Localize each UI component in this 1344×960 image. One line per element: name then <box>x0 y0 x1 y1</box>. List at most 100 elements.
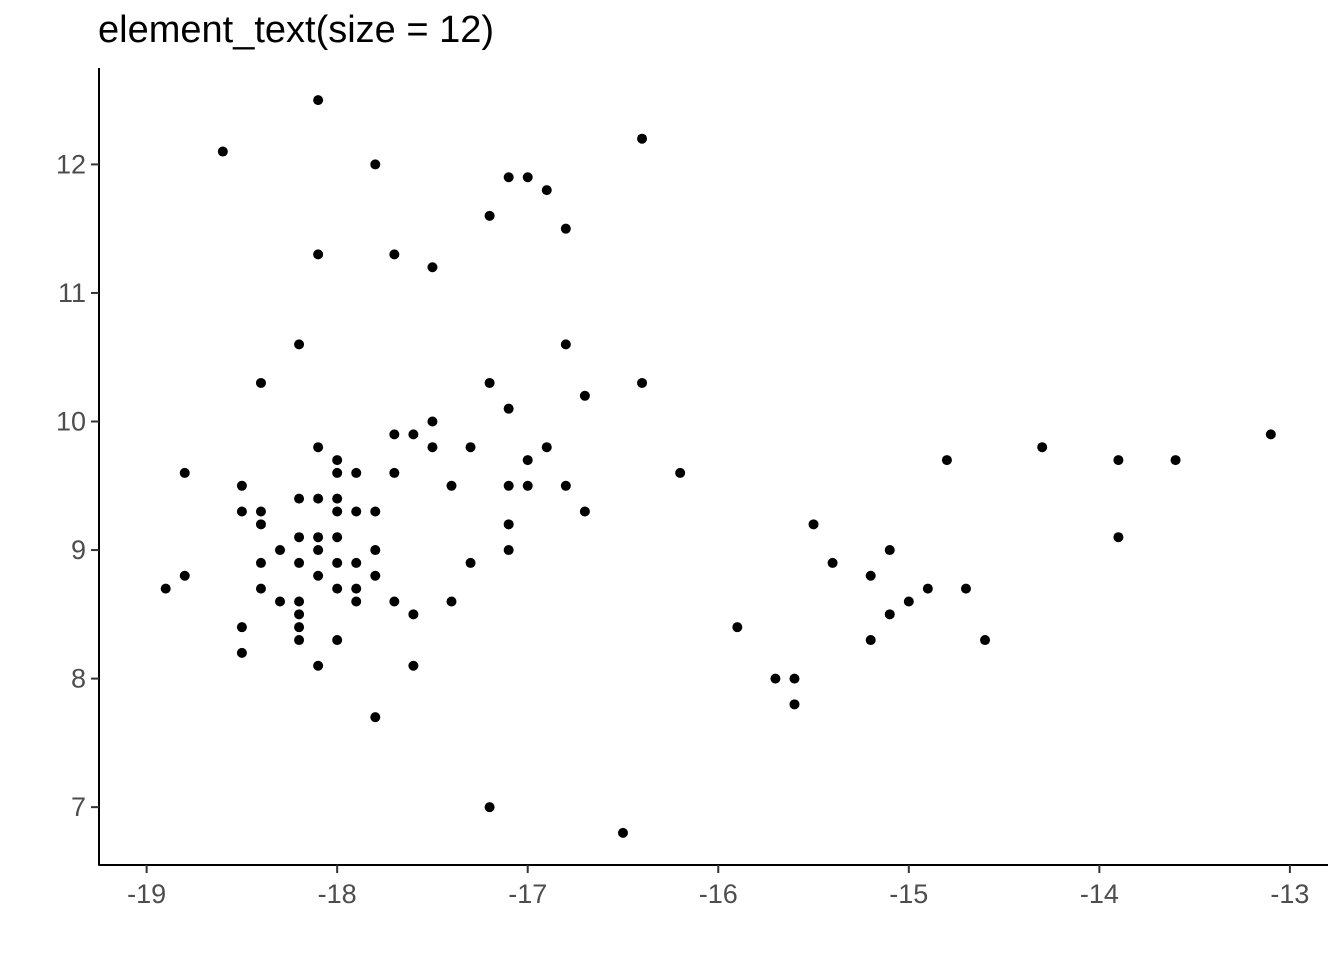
data-point <box>332 506 343 517</box>
data-point <box>370 570 381 581</box>
data-point <box>389 467 400 478</box>
data-point <box>865 570 876 581</box>
data-points <box>160 95 1276 838</box>
data-point <box>484 802 495 813</box>
data-point <box>579 506 590 517</box>
data-point <box>370 506 381 517</box>
data-point <box>884 609 895 620</box>
data-point <box>941 455 952 466</box>
data-point <box>294 596 305 607</box>
data-point <box>980 635 991 646</box>
data-point <box>922 583 933 594</box>
data-point <box>294 557 305 568</box>
data-point <box>294 622 305 633</box>
data-point <box>560 339 571 350</box>
data-point <box>637 133 648 144</box>
data-point <box>427 442 438 453</box>
data-point <box>389 596 400 607</box>
data-point <box>179 467 190 478</box>
chart-title: element_text(size = 12) <box>98 9 495 51</box>
data-point <box>503 480 514 491</box>
data-point <box>275 596 286 607</box>
data-point <box>236 506 247 517</box>
data-point <box>294 635 305 646</box>
data-point <box>313 570 324 581</box>
data-point <box>675 467 686 478</box>
y-tick-label: 11 <box>58 278 86 308</box>
data-point <box>1265 429 1276 440</box>
data-point <box>503 403 514 414</box>
data-point <box>446 596 457 607</box>
data-point <box>541 442 552 453</box>
y-tick-label: 10 <box>56 407 86 437</box>
data-point <box>236 647 247 658</box>
data-point <box>484 377 495 388</box>
data-point <box>255 519 266 530</box>
data-point <box>560 223 571 234</box>
x-tick-label: -19 <box>127 879 166 909</box>
data-point <box>522 480 533 491</box>
x-tick-label: -16 <box>699 879 738 909</box>
data-point <box>255 557 266 568</box>
data-point <box>465 557 476 568</box>
data-point <box>789 699 800 710</box>
data-point <box>332 455 343 466</box>
data-point <box>351 467 362 478</box>
data-point <box>275 545 286 556</box>
data-point <box>255 506 266 517</box>
data-point <box>255 583 266 594</box>
data-point <box>903 596 914 607</box>
data-point <box>503 519 514 530</box>
data-point <box>332 532 343 543</box>
data-point <box>313 545 324 556</box>
data-point <box>541 185 552 196</box>
data-point <box>389 429 400 440</box>
data-point <box>332 557 343 568</box>
data-point <box>351 557 362 568</box>
data-point <box>865 635 876 646</box>
data-point <box>351 583 362 594</box>
data-point <box>427 262 438 273</box>
data-point <box>313 95 324 106</box>
data-point <box>370 712 381 723</box>
data-point <box>160 583 171 594</box>
data-point <box>294 339 305 350</box>
data-point <box>217 146 228 157</box>
data-point <box>313 493 324 504</box>
data-point <box>351 506 362 517</box>
data-point <box>332 493 343 504</box>
x-tick-label: -13 <box>1270 879 1309 909</box>
data-point <box>960 583 971 594</box>
data-point <box>313 532 324 543</box>
data-point <box>808 519 819 530</box>
data-point <box>294 493 305 504</box>
data-point <box>637 377 648 388</box>
data-point <box>255 377 266 388</box>
data-point <box>789 673 800 684</box>
data-point <box>236 480 247 491</box>
data-point <box>522 172 533 183</box>
data-point <box>294 532 305 543</box>
data-point <box>313 442 324 453</box>
x-axis: -19 -18 -17 -16 -15 -14 -13 <box>98 864 1328 909</box>
data-point <box>465 442 476 453</box>
data-point <box>313 660 324 671</box>
data-point <box>1170 455 1181 466</box>
y-tick-label: 9 <box>71 535 86 565</box>
data-point <box>446 480 457 491</box>
y-tick-label: 7 <box>71 792 86 822</box>
y-tick-label: 12 <box>56 149 86 179</box>
x-tick-label: -17 <box>508 879 547 909</box>
data-point <box>827 557 838 568</box>
data-point <box>236 622 247 633</box>
data-point <box>770 673 781 684</box>
x-tick-label: -18 <box>318 879 357 909</box>
x-tick-label: -14 <box>1080 879 1119 909</box>
data-point <box>408 429 419 440</box>
x-tick-label: -15 <box>889 879 928 909</box>
data-point <box>732 622 743 633</box>
data-point <box>351 596 362 607</box>
data-point <box>294 609 305 620</box>
data-point <box>179 570 190 581</box>
